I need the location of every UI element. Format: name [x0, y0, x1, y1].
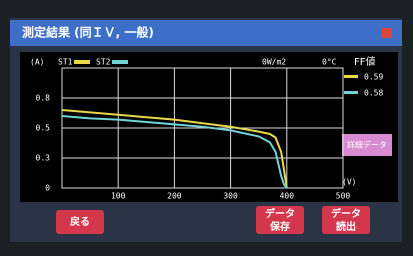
ff-value: 0.58 [364, 89, 383, 98]
ff-label: FF値 [354, 55, 376, 68]
save-label[interactable]: データ [265, 207, 295, 220]
irradiance: 0W/m2 [262, 58, 286, 67]
x-axis-label: (V) [342, 178, 356, 187]
legend-swatch [74, 60, 90, 64]
load-label[interactable]: データ [331, 207, 361, 220]
temperature: 0°C [322, 58, 337, 67]
y-tick-label: 0 [45, 184, 50, 193]
x-tick-label: 100 [111, 192, 126, 201]
legend-swatch [112, 60, 128, 64]
y-tick-label: 0.5 [36, 124, 51, 133]
screen: 測定結果 (同ＩＶ, 一般) (A) (V) 0W/m2 0°C FF値 詳細デ… [0, 0, 413, 252]
ff-value: 0.59 [364, 73, 383, 82]
page: {"header": {"title": "測定結果 (同ＩＶ, 一般)"}, … [0, 0, 413, 252]
y-axis-label: (A) [30, 58, 44, 67]
ff-swatch [344, 91, 358, 94]
x-tick-label: 400 [280, 192, 295, 201]
save-label[interactable]: 保存 [269, 220, 290, 233]
x-tick-label: 200 [167, 192, 182, 201]
legend-label: ST1 [58, 58, 73, 67]
back-label[interactable]: 戻る [69, 215, 90, 228]
detail-label[interactable]: 詳細データ [347, 140, 387, 150]
x-tick-label: 500 [336, 192, 351, 201]
y-tick-label: 0.3 [36, 154, 51, 163]
y-tick-label: 0.8 [36, 94, 51, 103]
close-icon[interactable] [382, 28, 392, 38]
load-label[interactable]: 読出 [336, 220, 356, 233]
title: 測定結果 (同ＩＶ, 一般) [22, 25, 154, 40]
ff-swatch [344, 75, 358, 78]
x-tick-label: 300 [223, 192, 238, 201]
legend-label: ST2 [96, 58, 111, 67]
